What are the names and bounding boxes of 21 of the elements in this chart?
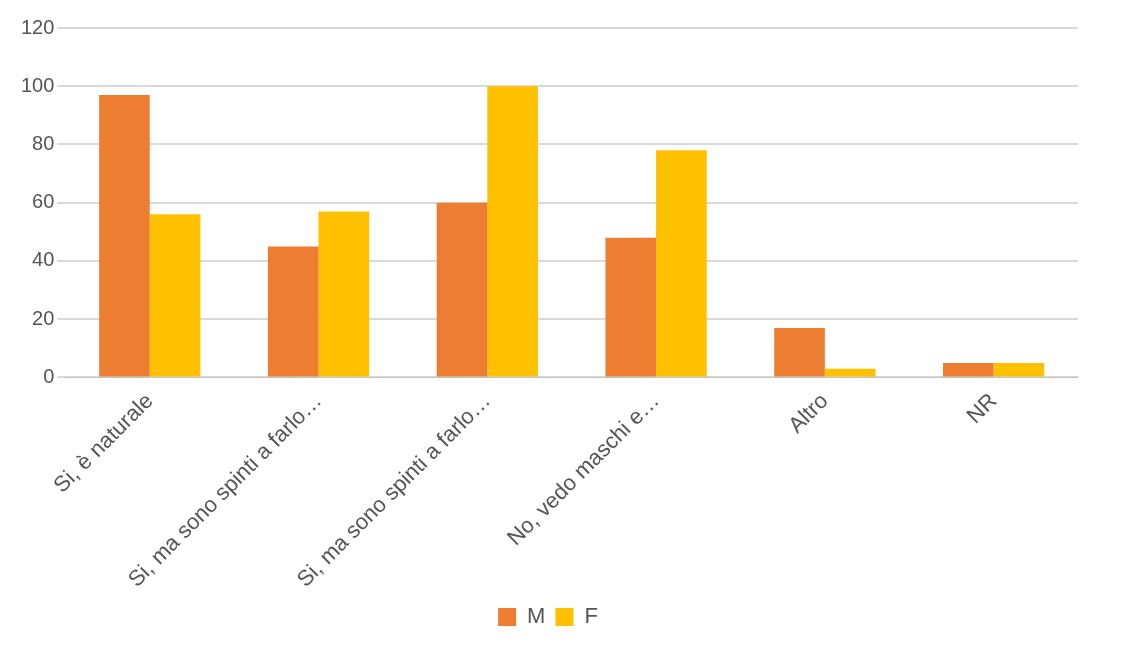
- bar: [774, 327, 825, 377]
- y-tick-label: 40: [32, 248, 55, 271]
- y-tick-label: 100: [20, 73, 55, 96]
- bar: [942, 362, 994, 377]
- bar: [318, 211, 370, 377]
- y-tick-label: 0: [43, 364, 55, 387]
- bar: [656, 150, 707, 377]
- bar: [436, 202, 488, 377]
- bar: [99, 94, 150, 377]
- y-tick-label: 20: [32, 306, 55, 329]
- bar: [605, 237, 657, 377]
- bar: [487, 86, 538, 377]
- x-tick-label: NR: [961, 387, 1002, 429]
- bar: [267, 246, 319, 377]
- y-tick-label: 60: [32, 190, 55, 213]
- bar: [149, 214, 201, 377]
- bar: [993, 362, 1045, 377]
- legend-label: F: [584, 603, 598, 629]
- y-tick-label: 120: [20, 15, 55, 38]
- legend-label: M: [527, 603, 546, 629]
- y-tick-label: 80: [32, 132, 55, 154]
